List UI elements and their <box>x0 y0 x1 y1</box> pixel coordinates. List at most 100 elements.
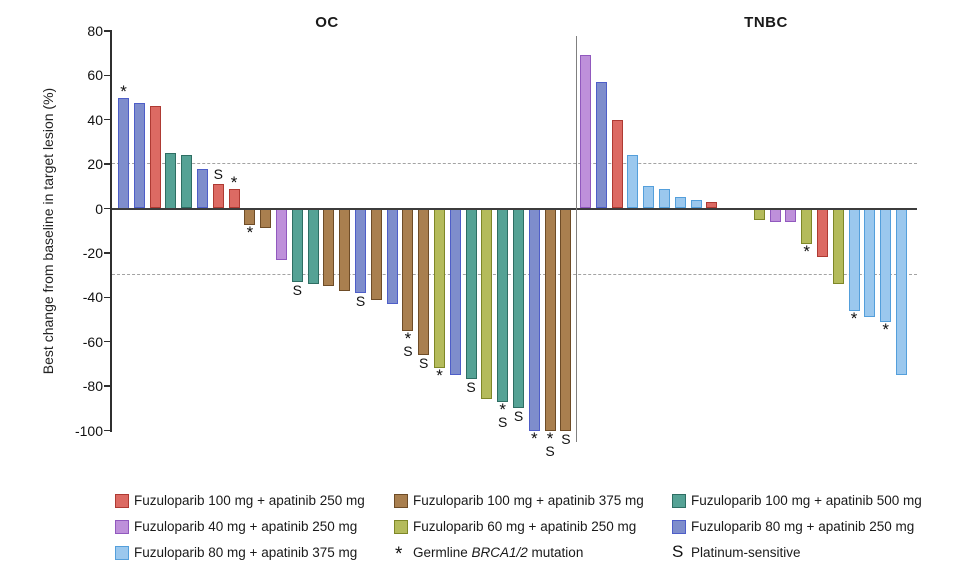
platinum-sensitive-mark: S <box>513 408 524 425</box>
bar-tnbc-10 <box>753 208 765 220</box>
bar-oc-26 <box>513 208 524 409</box>
legend-label: Fuzuloparib 100 mg + apatinib 250 mg <box>134 493 365 508</box>
y-tick-label: 80 <box>87 22 103 39</box>
y-tick-label: 0 <box>95 200 103 217</box>
legend-swatch-purple <box>115 520 129 534</box>
platinum-sensitive-mark: S <box>403 343 413 360</box>
y-tick-mark <box>104 340 112 343</box>
bar-tnbc-18 <box>880 208 892 322</box>
bar-oc-20 <box>418 208 430 356</box>
reference-line-20 <box>112 163 917 165</box>
y-tick-mark <box>104 296 112 299</box>
y-tick-label: -60 <box>82 333 103 350</box>
y-tick-label: 60 <box>87 67 103 84</box>
bar-tnbc-16 <box>848 208 860 311</box>
legend-label: Fuzuloparib 80 mg + apatinib 250 mg <box>691 519 915 534</box>
germline-brca-mutation-mark: * <box>436 366 443 386</box>
bar-tnbc-12 <box>785 208 797 222</box>
bar-oc-15 <box>339 208 351 291</box>
y-tick-mark <box>104 385 112 387</box>
y-tick-mark <box>104 118 112 121</box>
y-tick-label: 20 <box>87 156 103 173</box>
bar-oc-27 <box>528 208 540 431</box>
bar-oc-5 <box>181 155 193 209</box>
y-tick-label: -100 <box>74 422 103 439</box>
germline-brca-mutation-symbol: * <box>395 544 403 565</box>
bar-oc-13 <box>307 208 319 284</box>
bar-oc-4 <box>165 153 177 209</box>
bar-oc-14 <box>323 208 335 287</box>
germline-brca-mutation-mark: * <box>882 319 889 339</box>
bar-oc-17 <box>370 208 382 300</box>
platinum-sensitive-mark: S <box>466 379 476 396</box>
legend-swatch-teal <box>672 494 686 508</box>
legend-label: Platinum-sensitive <box>691 545 801 560</box>
legend-label: Fuzuloparib 60 mg + apatinib 250 mg <box>413 519 637 534</box>
bar-oc-7 <box>212 184 224 209</box>
legend-label: Fuzuloparib 100 mg + apatinib 500 mg <box>691 493 922 508</box>
bar-oc-19 <box>402 208 414 331</box>
bar-oc-16 <box>355 208 366 293</box>
y-tick-mark <box>104 207 112 210</box>
bar-tnbc-4 <box>627 155 639 209</box>
legend-label: Germline BRCA1/2 mutation <box>413 545 584 560</box>
platinum-sensitive-mark: S <box>498 414 508 431</box>
legend-swatch-brown <box>394 494 408 508</box>
bar-tnbc-3 <box>611 119 623 209</box>
legend-label: Fuzuloparib 80 mg + apatinib 375 mg <box>134 545 358 560</box>
bar-tnbc-2 <box>595 81 607 209</box>
bar-tnbc-5 <box>643 186 655 209</box>
y-tick-mark <box>104 30 112 32</box>
y-tick-mark <box>104 74 112 77</box>
legend-label: Fuzuloparib 100 mg + apatinib 375 mg <box>413 493 644 508</box>
y-axis-label: Best change from baseline in target lesi… <box>40 87 56 375</box>
germline-brca-mutation-mark: * <box>803 242 810 262</box>
bar-oc-3 <box>149 106 161 209</box>
bar-oc-11 <box>276 208 287 260</box>
germline-brca-mutation-mark: * <box>120 81 127 101</box>
germline-brca-mutation-mark: * <box>530 428 538 448</box>
y-tick-mark <box>104 252 112 254</box>
platinum-sensitive-mark: S <box>213 166 223 183</box>
bar-oc-22 <box>449 208 461 375</box>
y-tick-label: 40 <box>87 111 103 128</box>
germline-brca-mutation-mark: * <box>850 308 858 328</box>
panel-title-tnbc: TNBC <box>744 14 788 31</box>
germline-brca-mutation-mark: * <box>546 428 554 448</box>
y-tick-label: -20 <box>82 244 103 261</box>
bar-oc-2 <box>133 103 145 209</box>
bar-oc-1 <box>118 97 129 209</box>
legend-swatch-yellow <box>394 520 408 534</box>
y-tick-mark <box>104 163 112 165</box>
group-separator-line <box>576 36 578 442</box>
bar-oc-12 <box>291 208 303 282</box>
legend-swatch-red <box>115 494 129 508</box>
y-axis-line <box>110 31 112 432</box>
bar-oc-25 <box>497 208 509 402</box>
bar-oc-10 <box>260 208 272 229</box>
y-tick-label: -40 <box>82 289 103 306</box>
bar-tnbc-1 <box>580 55 591 209</box>
legend-swatch-blue <box>672 520 686 534</box>
bar-oc-24 <box>481 208 493 400</box>
germline-brca-mutation-mark: * <box>499 399 506 419</box>
legend-swatch-lightblue <box>115 546 129 560</box>
platinum-sensitive-symbol: S <box>672 542 684 561</box>
bar-tnbc-13 <box>801 208 813 245</box>
bar-tnbc-11 <box>769 208 781 222</box>
platinum-sensitive-mark: S <box>419 355 429 372</box>
germline-brca-mutation-mark: * <box>404 328 412 348</box>
germline-brca-mutation-mark: * <box>230 172 238 192</box>
bar-tnbc-15 <box>832 208 844 284</box>
zero-line <box>112 207 917 210</box>
y-tick-mark <box>104 429 112 432</box>
legend-label: Fuzuloparib 40 mg + apatinib 250 mg <box>134 519 358 534</box>
bar-tnbc-14 <box>817 208 828 258</box>
platinum-sensitive-mark: S <box>355 292 366 309</box>
platinum-sensitive-mark: S <box>545 443 555 459</box>
bar-tnbc-6 <box>659 188 670 209</box>
bar-tnbc-17 <box>864 208 876 318</box>
bar-oc-28 <box>544 208 556 431</box>
bar-tnbc-19 <box>896 208 907 375</box>
